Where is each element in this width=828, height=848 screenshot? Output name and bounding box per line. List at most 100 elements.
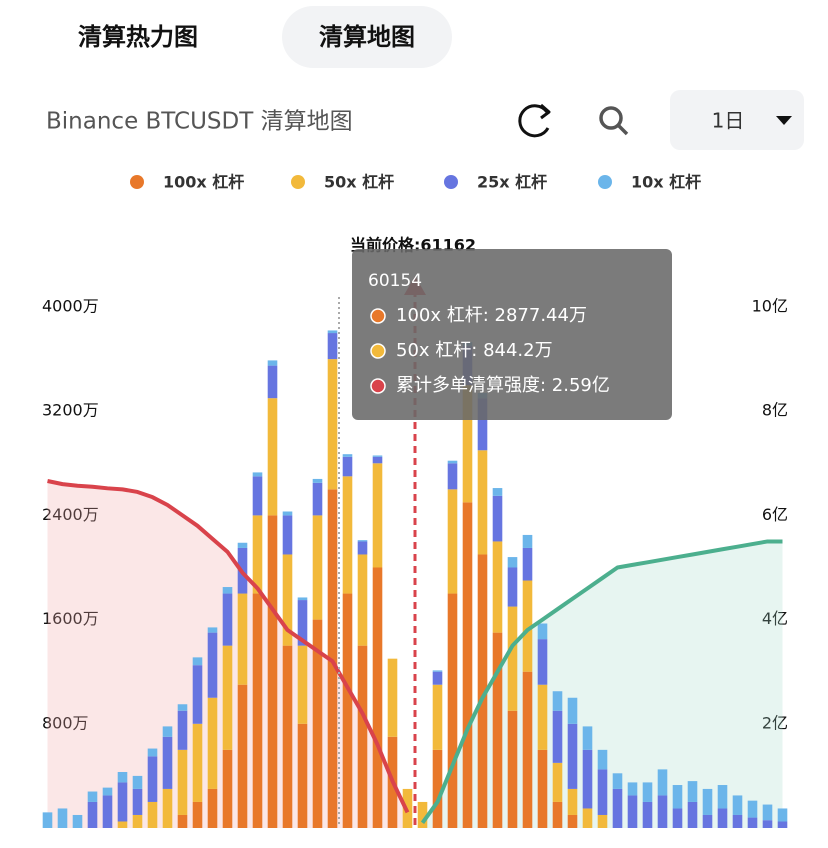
tooltip-item: 累计多单清算强度: 2.59亿 <box>396 375 610 396</box>
bar <box>372 455 383 457</box>
bar <box>357 554 368 646</box>
tooltip: 60154 100x 杠杆: 2877.44万 50x 杠杆: 844.2万累计多… <box>352 249 672 420</box>
y2-tick-label: 10亿 <box>752 297 788 316</box>
bar <box>357 645 368 828</box>
refresh-button[interactable] <box>518 103 551 138</box>
bar <box>252 593 263 828</box>
bar <box>507 710 518 828</box>
bar <box>342 593 353 828</box>
period-select[interactable] <box>670 90 804 150</box>
bar <box>522 671 533 828</box>
legend-marker <box>598 175 612 189</box>
bar <box>597 814 608 828</box>
plot: 800万 1600万 2400万 3200万 4000万 2亿 4亿 6亿 8亿 10亿 <box>42 297 788 828</box>
bar <box>432 671 443 685</box>
bar <box>522 580 533 672</box>
y2-tick-label: 4亿 <box>762 609 788 628</box>
chart-title: Binance BTCUSDT 清算地图 <box>46 109 353 135</box>
bar <box>567 723 578 789</box>
bar <box>762 804 773 821</box>
tooltip-marker <box>370 343 386 359</box>
bar <box>372 456 383 464</box>
bar <box>432 749 443 828</box>
bar <box>312 482 323 516</box>
bar <box>372 463 383 568</box>
bar <box>282 515 293 555</box>
bar <box>222 645 233 750</box>
bar <box>222 593 233 646</box>
bar <box>162 726 173 737</box>
bar <box>132 788 143 815</box>
bar <box>87 791 98 802</box>
bar <box>582 808 593 828</box>
y2-tick-label: 2亿 <box>762 713 788 732</box>
bar <box>207 788 218 828</box>
bar <box>147 756 158 802</box>
bar <box>522 547 533 581</box>
bar <box>222 587 233 594</box>
bar <box>117 782 128 822</box>
bar <box>597 769 608 815</box>
tooltip-item: 50x 杠杆: 844.2万 <box>396 340 553 361</box>
bar <box>507 557 518 568</box>
tab-active-bg <box>282 6 452 68</box>
bar <box>192 665 203 724</box>
bar <box>552 801 563 828</box>
tab[interactable]: 清算热力图 <box>78 23 198 51</box>
bar <box>237 684 248 828</box>
bar <box>42 812 53 828</box>
legend-marker <box>291 175 305 189</box>
y-tick-label: 800万 <box>42 713 89 732</box>
y-tick-label: 2400万 <box>42 505 99 524</box>
bar <box>342 454 353 457</box>
cumulative-line <box>420 539 783 824</box>
bar <box>702 788 713 815</box>
bar <box>267 398 278 516</box>
bar <box>252 472 263 477</box>
bar <box>597 749 608 770</box>
dropdown-arrow <box>776 116 792 125</box>
bar <box>657 769 668 796</box>
bar <box>582 749 593 809</box>
bar <box>612 773 623 789</box>
bar <box>192 657 203 666</box>
bar <box>207 697 218 789</box>
bar <box>327 359 338 490</box>
bar <box>282 554 293 646</box>
bar <box>237 542 248 548</box>
bar <box>477 554 488 828</box>
bar <box>732 795 743 815</box>
bar <box>267 365 278 399</box>
bar <box>72 814 83 828</box>
bar <box>297 645 308 724</box>
bar <box>672 785 683 809</box>
bar <box>132 814 143 828</box>
bar <box>717 785 728 809</box>
bar <box>327 330 338 334</box>
legend-label: 10x 杠杆 <box>631 173 701 192</box>
bar <box>507 606 518 711</box>
bar <box>582 726 593 750</box>
bar <box>147 801 158 828</box>
bar <box>267 515 278 828</box>
bar <box>507 567 518 607</box>
bar <box>312 478 323 483</box>
bar <box>237 593 248 685</box>
legend-label: 25x 杠杆 <box>477 173 547 192</box>
legend-label: 100x 杠杆 <box>163 173 244 192</box>
bar <box>417 801 428 828</box>
search-button[interactable] <box>599 106 629 136</box>
y2-tick-label: 6亿 <box>762 505 788 524</box>
bar <box>177 749 188 815</box>
bar <box>567 788 578 815</box>
bar <box>117 821 128 828</box>
bar <box>207 627 218 633</box>
bar <box>102 787 113 796</box>
bar <box>177 704 188 711</box>
bar <box>387 658 398 737</box>
bar <box>537 684 548 750</box>
y2-tick-label: 8亿 <box>762 401 788 420</box>
bar <box>282 645 293 828</box>
tab[interactable]: 清算地图 <box>319 23 415 51</box>
